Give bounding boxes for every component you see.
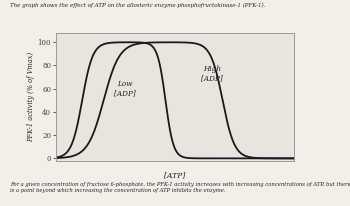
Text: High
[ADP]: High [ADP] [201,65,223,82]
Text: [ATP]: [ATP] [164,171,186,179]
Text: Low
[ADP]: Low [ADP] [114,80,136,97]
Y-axis label: PFK-1 activity (% of Vmax): PFK-1 activity (% of Vmax) [27,52,35,142]
Text: The graph shows the effect of ATP on the allosteric enzyme phosphofructokinase-1: The graph shows the effect of ATP on the… [10,3,266,8]
Text: For a given concentration of fructose 6-phosphate, the PFK-1 activity increases : For a given concentration of fructose 6-… [10,182,350,193]
